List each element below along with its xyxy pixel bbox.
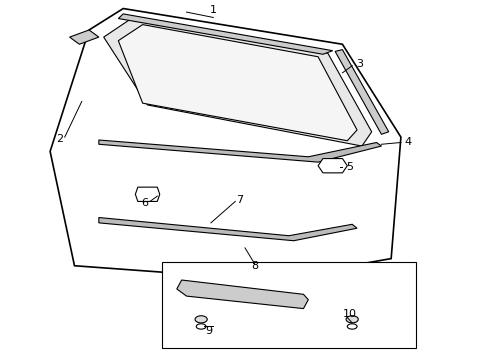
Ellipse shape	[195, 316, 207, 323]
Polygon shape	[118, 24, 357, 141]
Text: 3: 3	[356, 59, 363, 69]
Text: 4: 4	[405, 138, 412, 148]
Polygon shape	[177, 280, 308, 309]
Text: 10: 10	[343, 309, 357, 319]
Text: 8: 8	[251, 261, 258, 271]
Text: 6: 6	[142, 198, 148, 208]
Text: 1: 1	[210, 5, 217, 15]
Polygon shape	[104, 18, 372, 146]
Text: 5: 5	[346, 162, 353, 172]
Polygon shape	[99, 140, 381, 162]
Polygon shape	[135, 187, 160, 202]
Polygon shape	[318, 158, 347, 173]
Text: 2: 2	[56, 134, 63, 144]
Polygon shape	[335, 50, 389, 134]
Ellipse shape	[196, 324, 206, 329]
Ellipse shape	[347, 324, 357, 329]
Text: 9: 9	[205, 326, 212, 336]
Bar	[162, 262, 416, 348]
Polygon shape	[118, 14, 333, 54]
Text: 7: 7	[237, 195, 244, 204]
Polygon shape	[70, 30, 99, 44]
Polygon shape	[99, 217, 357, 241]
Ellipse shape	[346, 316, 358, 323]
Polygon shape	[50, 9, 401, 280]
